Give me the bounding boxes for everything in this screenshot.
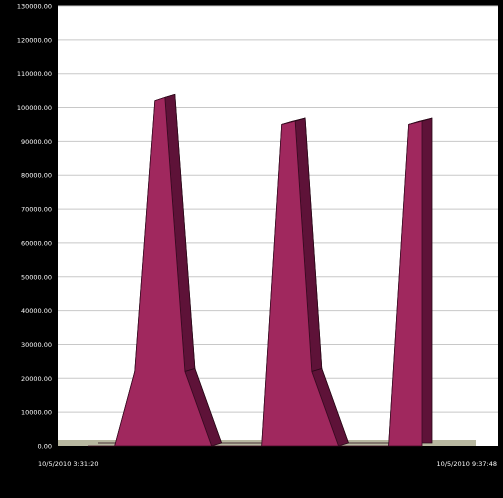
y-tick-label: 60000.00 [21,239,52,247]
y-axis: 0.00 10000.00 20000.00 30000.00 40000.00 5000… [17,3,52,451]
area-front-face [88,96,423,447]
y-tick-label: 30000.00 [21,341,52,349]
y-tick-label: 10000.00 [21,409,52,417]
y-tick-label: 80000.00 [21,172,52,180]
y-tick-label: 90000.00 [21,138,52,146]
x-tick-label-start: 10/5/2010 3:31:20 [38,460,98,468]
x-axis: 10/5/2010 3:31:20 10/5/2010 9:37:48 [38,460,497,468]
y-tick-label: 40000.00 [21,307,52,315]
y-tick-label: 20000.00 [21,375,52,383]
y-tick-label: 110000.00 [17,70,52,78]
plot-area [58,5,498,447]
y-tick-label: 120000.00 [17,36,52,44]
y-tick-label: 70000.00 [21,206,52,214]
y-tick-label: 50000.00 [21,273,52,281]
y-tick-label: 130000.00 [17,3,52,11]
y-tick-label: 100000.00 [17,104,52,112]
x-tick-label-end: 10/5/2010 9:37:48 [437,460,497,468]
y-tick-label: 0.00 [38,443,52,451]
